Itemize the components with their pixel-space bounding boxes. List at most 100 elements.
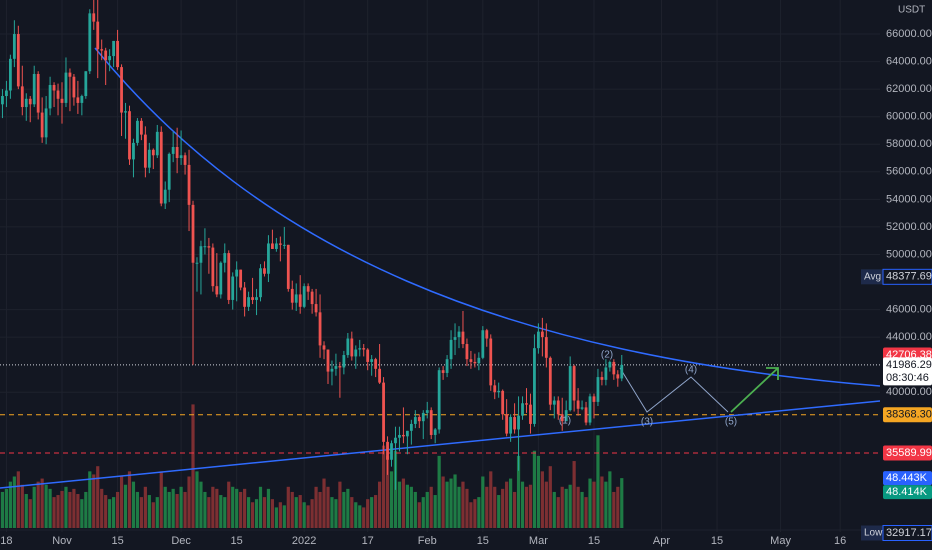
volume-bar bbox=[433, 495, 437, 528]
volume-bar bbox=[32, 486, 36, 528]
levels bbox=[0, 364, 880, 454]
candle-body bbox=[608, 361, 612, 368]
volume-bar bbox=[322, 478, 326, 528]
volume-bar bbox=[254, 499, 259, 528]
candle-body bbox=[151, 149, 155, 156]
candle-body bbox=[409, 423, 413, 431]
volume-bar bbox=[405, 484, 409, 528]
currency-label: USDT bbox=[898, 5, 925, 16]
volume-bar bbox=[310, 499, 314, 528]
candle-body bbox=[441, 370, 445, 373]
volume-bar bbox=[147, 495, 151, 528]
volume-bar bbox=[60, 490, 64, 528]
candle-body bbox=[493, 385, 497, 393]
volume-bar bbox=[469, 502, 473, 528]
avg-tag bbox=[861, 269, 883, 285]
candle-body bbox=[350, 338, 354, 357]
volume-bar bbox=[135, 491, 140, 528]
candle-body bbox=[604, 367, 608, 380]
candle-body bbox=[108, 56, 112, 61]
volume-bar bbox=[552, 491, 556, 528]
candle-body bbox=[36, 73, 40, 113]
price-badge-label: 41986.29 bbox=[886, 359, 932, 371]
candle-body bbox=[263, 268, 266, 274]
candle-body bbox=[12, 34, 16, 59]
candle-body bbox=[378, 368, 381, 383]
volume-bar bbox=[604, 481, 608, 528]
volume-bar bbox=[512, 491, 517, 528]
volume-bar bbox=[362, 507, 366, 528]
volume-bar bbox=[84, 491, 88, 528]
volume-bar bbox=[326, 486, 330, 528]
candle-body bbox=[501, 390, 505, 415]
candle-body bbox=[100, 49, 104, 51]
candle-body bbox=[429, 410, 433, 435]
volume-bar bbox=[397, 481, 402, 528]
x-tick-label: 15 bbox=[711, 535, 723, 547]
volume-badge-label: 48.414K bbox=[886, 486, 928, 498]
volume-bar bbox=[306, 505, 310, 528]
volume-bar bbox=[401, 478, 406, 528]
candle-body bbox=[183, 155, 187, 165]
volume-bar bbox=[246, 497, 251, 528]
volume-bar bbox=[171, 488, 175, 528]
y-tick-label: 40000.00 bbox=[886, 386, 932, 398]
volume-bar bbox=[505, 481, 509, 528]
candle-body bbox=[540, 331, 544, 338]
candle-body bbox=[342, 355, 346, 368]
candle-body bbox=[147, 149, 151, 168]
volume-bar bbox=[266, 488, 271, 528]
volume-bar bbox=[100, 488, 104, 528]
candle-body bbox=[124, 111, 127, 113]
volume-bar bbox=[290, 491, 294, 528]
candle-body bbox=[247, 297, 250, 307]
volume-bar bbox=[568, 484, 572, 528]
volume-bar bbox=[608, 471, 612, 528]
volume-bar bbox=[564, 488, 568, 528]
y-tick-label: 44000.00 bbox=[886, 331, 932, 343]
volume-bar bbox=[92, 474, 96, 528]
green-arrow bbox=[730, 367, 779, 413]
volume-bar bbox=[366, 499, 370, 528]
volume-bar bbox=[56, 495, 60, 528]
candle-body bbox=[445, 359, 449, 373]
volume-bar bbox=[489, 471, 493, 528]
avg-tag-label: Avg bbox=[864, 271, 881, 282]
candle-body bbox=[44, 108, 48, 138]
candle-body bbox=[251, 297, 254, 300]
volume-bar bbox=[572, 461, 576, 528]
candle-body bbox=[60, 98, 64, 103]
x-tick-label: Dec bbox=[171, 535, 191, 547]
volume-bar bbox=[461, 481, 465, 528]
volume-bar bbox=[612, 491, 616, 528]
volume-bar bbox=[139, 497, 143, 528]
candle-body bbox=[616, 374, 620, 379]
candle-body bbox=[72, 76, 76, 98]
candle-body bbox=[211, 247, 215, 287]
candle-body bbox=[497, 390, 501, 393]
volume-bar bbox=[592, 481, 596, 528]
x-tick-label: 2022 bbox=[292, 535, 316, 547]
volume-bar bbox=[278, 502, 282, 528]
candle-body bbox=[271, 243, 274, 249]
candle-body bbox=[505, 414, 509, 434]
volume-bar bbox=[350, 497, 354, 528]
candle-body bbox=[580, 407, 584, 409]
price-badge bbox=[883, 445, 932, 461]
volume-bar bbox=[417, 502, 421, 528]
candle-body bbox=[132, 142, 135, 160]
volume-bar bbox=[207, 497, 211, 528]
candle-body bbox=[56, 90, 60, 99]
volume-bar bbox=[374, 495, 378, 528]
volume-bar bbox=[544, 481, 548, 528]
volume-bar bbox=[258, 486, 263, 528]
volume-bar bbox=[4, 488, 9, 528]
x-tick-label: Apr bbox=[653, 535, 670, 547]
volume-bar bbox=[72, 488, 76, 528]
candle-body bbox=[199, 246, 203, 263]
volume-bar bbox=[215, 488, 219, 528]
candle-body bbox=[84, 71, 88, 97]
candle-body bbox=[533, 348, 536, 424]
volume-bar bbox=[528, 484, 533, 528]
candle-body bbox=[398, 434, 401, 438]
